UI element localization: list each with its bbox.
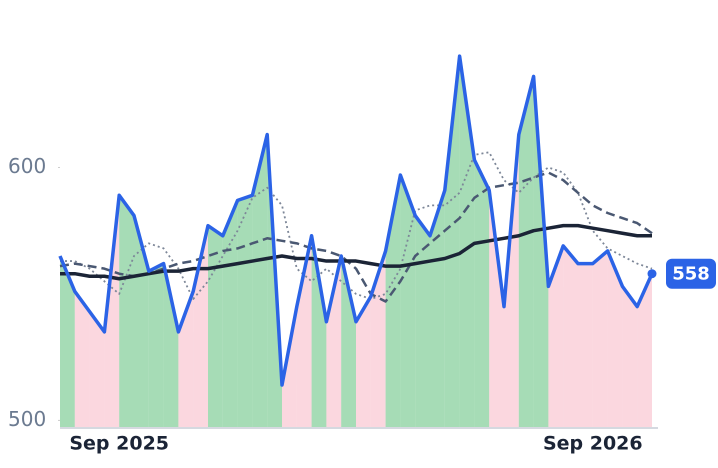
area-segment xyxy=(282,306,297,428)
area-segment xyxy=(356,296,371,428)
series-line xyxy=(60,223,652,281)
area-segment xyxy=(89,311,105,428)
area-segment xyxy=(74,291,90,428)
area-segment xyxy=(400,175,416,428)
area-segment xyxy=(548,245,564,428)
area-segment xyxy=(222,200,238,428)
area-segment xyxy=(444,56,460,428)
last-point xyxy=(647,269,657,279)
area-segment xyxy=(148,263,164,428)
area-segment xyxy=(311,235,327,428)
area-segment xyxy=(341,256,356,428)
area-segment xyxy=(430,190,445,428)
area-segment xyxy=(578,263,593,428)
value-label: 558 xyxy=(672,264,710,285)
area-segment xyxy=(119,195,134,428)
area-segment xyxy=(518,76,534,428)
area-segment xyxy=(60,256,75,428)
area-segment xyxy=(134,215,149,428)
area-segment xyxy=(415,215,430,428)
y-tick-label: 600 xyxy=(8,154,46,178)
series-line xyxy=(60,151,653,300)
area-segment xyxy=(326,256,342,428)
series-line xyxy=(58,54,654,387)
area-segment xyxy=(504,134,519,428)
area-segment xyxy=(208,225,223,428)
area-segment xyxy=(296,235,312,428)
area-segment xyxy=(474,159,490,428)
area-segment xyxy=(563,245,578,428)
area-segment xyxy=(607,250,623,428)
area-segment xyxy=(237,195,253,428)
area-segment xyxy=(592,250,608,428)
x-tick-label: Sep 2026 xyxy=(543,433,643,455)
y-tick-label: 500 xyxy=(8,407,46,431)
area-segment xyxy=(163,263,179,428)
area-segment xyxy=(533,76,549,428)
area-segment xyxy=(637,273,652,428)
area-segment xyxy=(489,190,504,428)
value-badge xyxy=(666,258,716,289)
area-segment xyxy=(252,134,268,428)
x-tick-label: Sep 2025 xyxy=(69,433,169,455)
area-segment xyxy=(622,286,638,428)
area-segment xyxy=(104,195,120,428)
area-segment xyxy=(459,56,475,428)
